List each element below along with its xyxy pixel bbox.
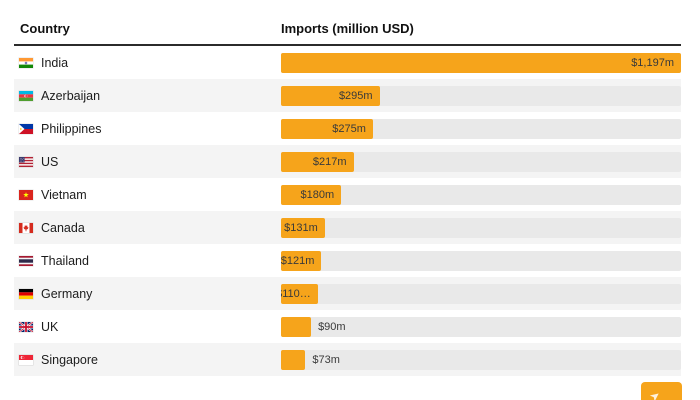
canada-flag-icon bbox=[19, 222, 33, 233]
next-page-button[interactable]: ➤ bbox=[641, 382, 682, 400]
bar-track: $275m bbox=[281, 118, 681, 139]
import-bar[interactable]: $295m bbox=[281, 85, 380, 106]
arrow-right-icon: ➤ bbox=[646, 387, 664, 400]
import-bar[interactable]: $131m bbox=[281, 217, 325, 238]
germany-flag-icon bbox=[19, 288, 33, 299]
country-cell: Singapore bbox=[14, 353, 281, 367]
import-bar[interactable]: $275m bbox=[281, 118, 373, 139]
bar-track: $110… bbox=[281, 283, 681, 304]
import-bar[interactable] bbox=[281, 316, 312, 337]
bar-track: $217m bbox=[281, 151, 681, 172]
azerbaijan-flag-icon bbox=[19, 90, 33, 101]
table-row: Vietnam $180m bbox=[14, 178, 681, 211]
uk-flag-icon bbox=[19, 321, 33, 332]
country-cell: Vietnam bbox=[14, 188, 281, 202]
india-flag-icon bbox=[19, 57, 33, 68]
value-label: $275m bbox=[332, 122, 366, 135]
import-bar[interactable]: $1,197m bbox=[281, 52, 681, 73]
singapore-flag-icon bbox=[19, 354, 33, 365]
country-label: US bbox=[41, 154, 59, 169]
bar-track: $1,197m bbox=[281, 52, 681, 73]
value-label: $73m bbox=[312, 353, 340, 366]
vietnam-flag-icon bbox=[19, 189, 33, 200]
country-label: India bbox=[41, 55, 69, 70]
table-row: Canada $131m bbox=[14, 211, 681, 244]
import-bar[interactable]: $110… bbox=[281, 283, 318, 304]
bar-cell: $90m bbox=[281, 316, 681, 337]
table-row: Singapore $73m bbox=[14, 343, 681, 376]
bar-track: $131m bbox=[281, 217, 681, 238]
bar-track: $73m bbox=[281, 349, 681, 370]
value-label: $90m bbox=[318, 320, 346, 333]
bar-cell: $110… bbox=[281, 283, 681, 304]
philippines-flag-icon bbox=[19, 123, 33, 134]
bar-cell: $73m bbox=[281, 349, 681, 370]
value-label: $217m bbox=[312, 155, 347, 168]
bar-track: $180m bbox=[281, 184, 681, 205]
country-cell: US bbox=[14, 155, 281, 169]
table-row: UK $90m bbox=[14, 310, 681, 343]
import-bar[interactable]: $121m bbox=[281, 250, 322, 271]
value-label: $295m bbox=[338, 89, 373, 102]
value-label: $121m bbox=[281, 254, 315, 267]
thailand-flag-icon bbox=[19, 255, 33, 266]
country-label: Singapore bbox=[41, 352, 98, 367]
import-bar[interactable] bbox=[281, 349, 306, 370]
table-row: US $217m bbox=[14, 145, 681, 178]
bar-track: $121m bbox=[281, 250, 681, 271]
value-label: $180m bbox=[300, 188, 335, 201]
import-bar[interactable]: $217m bbox=[281, 151, 354, 172]
bar-track: $295m bbox=[281, 85, 681, 106]
bar-track: $90m bbox=[281, 316, 681, 337]
bar-cell: $1,197m bbox=[281, 52, 681, 73]
value-label: $1,197m bbox=[631, 56, 674, 69]
country-cell: Canada bbox=[14, 221, 281, 235]
value-label: $131m bbox=[284, 221, 318, 234]
table-row: Azerbaijan $295m bbox=[14, 79, 681, 112]
country-cell: Germany bbox=[14, 287, 281, 301]
country-label: Thailand bbox=[41, 253, 89, 268]
bar-cell: $131m bbox=[281, 217, 681, 238]
us-flag-icon bbox=[19, 156, 33, 167]
country-label: Philippines bbox=[41, 121, 102, 136]
bar-cell: $121m bbox=[281, 250, 681, 271]
imports-table: Country Imports (million USD) India $1,1… bbox=[14, 16, 681, 376]
bar-cell: $275m bbox=[281, 118, 681, 139]
country-column-header: Country bbox=[20, 21, 70, 36]
table-row: Germany $110… bbox=[14, 277, 681, 310]
country-label: Canada bbox=[41, 220, 85, 235]
country-cell: UK bbox=[14, 320, 281, 334]
table-row: India $1,197m bbox=[14, 46, 681, 79]
country-cell: Azerbaijan bbox=[14, 89, 281, 103]
bar-cell: $217m bbox=[281, 151, 681, 172]
bar-cell: $180m bbox=[281, 184, 681, 205]
bar-cell: $295m bbox=[281, 85, 681, 106]
country-label: Germany bbox=[41, 286, 93, 301]
country-label: Vietnam bbox=[41, 187, 87, 202]
table-row: Thailand $121m bbox=[14, 244, 681, 277]
country-cell: Thailand bbox=[14, 254, 281, 268]
country-label: Azerbaijan bbox=[41, 88, 101, 103]
value-label: $110… bbox=[281, 287, 311, 300]
table-body: India $1,197m Azerbaijan $295m Phili bbox=[14, 46, 681, 376]
imports-column-header: Imports (million USD) bbox=[281, 21, 414, 36]
table-header: Country Imports (million USD) bbox=[14, 16, 681, 46]
country-cell: India bbox=[14, 56, 281, 70]
country-cell: Philippines bbox=[14, 122, 281, 136]
country-label: UK bbox=[41, 319, 59, 334]
import-bar[interactable]: $180m bbox=[281, 184, 342, 205]
table-row: Philippines $275m bbox=[14, 112, 681, 145]
